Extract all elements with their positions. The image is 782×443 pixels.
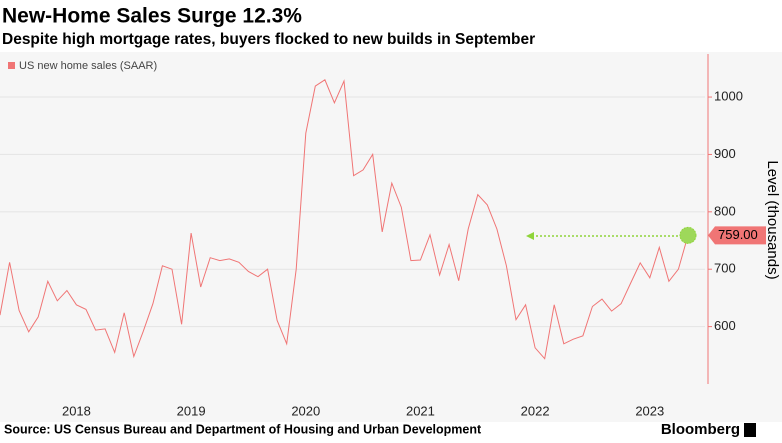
source: Source: US Census Bureau and Department … [4,422,482,436]
last-point [679,226,697,244]
chart-title: New-Home Sales Surge 12.3% [2,5,302,28]
x-tick-label: 2019 [177,403,206,418]
x-tick-label: 2018 [62,403,91,418]
y-axis-label: Level (thousands) [764,160,781,279]
value-label: 759.00 [718,227,758,242]
x-tick-label: 2020 [291,403,320,418]
y-tick-label: 700 [714,261,736,276]
value-tag [708,226,766,245]
plot-background [0,52,782,422]
annotation-arrowhead [526,232,534,240]
legend-label: US new home sales (SAAR) [19,60,157,72]
x-tick-label: 2021 [406,403,435,418]
x-tick-label: 2023 [635,403,664,418]
y-tick-label: 800 [714,203,736,218]
chart-subtitle: Despite high mortgage rates, buyers floc… [2,31,535,48]
y-tick-label: 900 [714,146,736,161]
line [0,79,689,360]
brand: Bloomberg [661,421,740,438]
x-tick-label: 2022 [521,403,550,418]
brand-icon [744,423,756,437]
y-tick-label: 600 [714,318,736,333]
y-tick-label: 1000 [714,88,743,103]
legend-swatch [8,62,15,69]
